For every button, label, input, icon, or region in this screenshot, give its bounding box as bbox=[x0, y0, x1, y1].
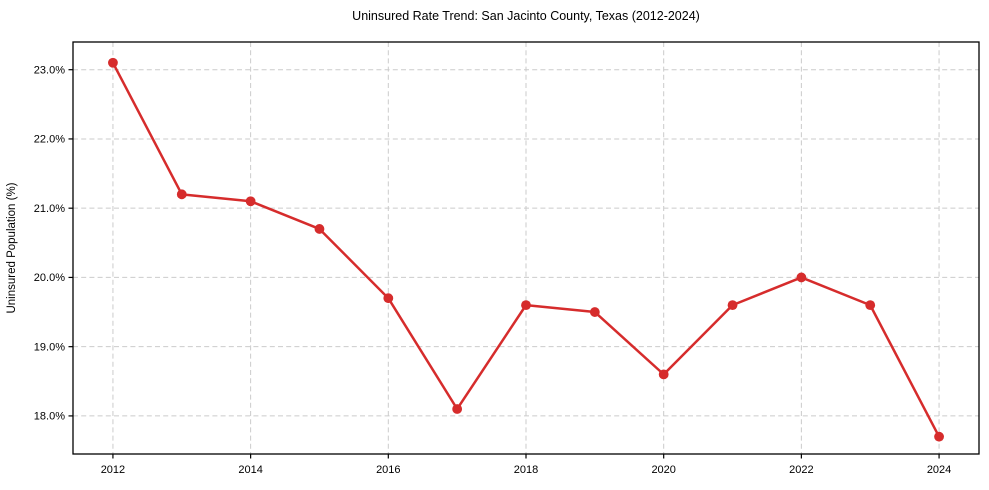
data-point bbox=[521, 300, 531, 311]
y-tick-label: 22.0% bbox=[34, 134, 65, 146]
data-point bbox=[383, 293, 394, 304]
data-point bbox=[727, 300, 738, 311]
data-point bbox=[452, 404, 463, 414]
y-tick-labels: 18.0% 19.0% 20.0% 21.0% 22.0% 23.0% bbox=[34, 64, 65, 422]
y-tick-label: 21.0% bbox=[34, 203, 65, 215]
data-point bbox=[796, 272, 807, 283]
x-tick-label: 2022 bbox=[789, 464, 813, 476]
data-point bbox=[589, 307, 600, 317]
tick-marks bbox=[68, 69, 940, 459]
plot-border bbox=[72, 41, 980, 455]
y-tick-label: 18.0% bbox=[34, 411, 65, 423]
x-tick-label: 2012 bbox=[101, 464, 125, 476]
x-tick-label: 2014 bbox=[238, 464, 262, 476]
chart-title: Uninsured Rate Trend: San Jacinto County… bbox=[352, 9, 700, 23]
x-tick-labels: 2012 2014 2016 2018 2020 2022 2024 bbox=[101, 464, 952, 476]
y-tick-label: 19.0% bbox=[34, 341, 65, 353]
data-points bbox=[108, 57, 944, 442]
data-point bbox=[314, 224, 325, 234]
gridlines bbox=[73, 42, 979, 454]
y-tick-label: 20.0% bbox=[34, 272, 65, 284]
data-point bbox=[245, 196, 256, 207]
data-point bbox=[108, 57, 118, 68]
x-tick-label: 2024 bbox=[927, 464, 951, 476]
data-point bbox=[658, 369, 669, 380]
data-point bbox=[865, 300, 876, 311]
x-tick-label: 2020 bbox=[651, 464, 675, 476]
x-tick-label: 2018 bbox=[514, 464, 538, 476]
data-point bbox=[934, 431, 944, 442]
data-point bbox=[176, 189, 187, 200]
y-tick-label: 23.0% bbox=[34, 64, 65, 76]
x-tick-label: 2016 bbox=[376, 464, 400, 476]
